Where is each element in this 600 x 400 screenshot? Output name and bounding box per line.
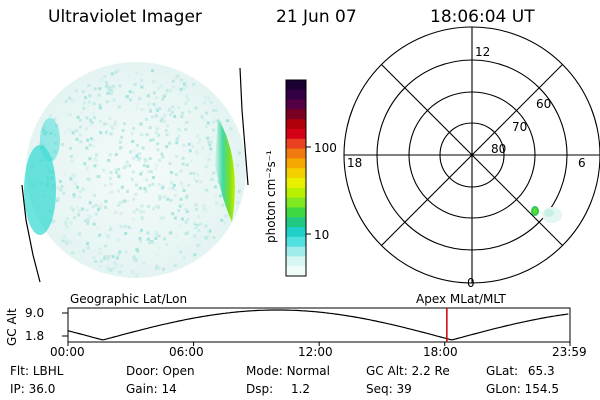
colorbar-band: [286, 246, 306, 257]
colorbar-band: [286, 227, 306, 238]
orbit-altitude-curve: [67, 309, 569, 341]
dsp-field: Dsp: 1.2: [246, 382, 310, 396]
colorbar-band: [286, 129, 306, 140]
mlt-label-6: 6: [578, 156, 586, 170]
orbit-right-title: Apex MLat/MLT: [416, 292, 506, 306]
orbit-y-tick-9: 9.0: [25, 306, 45, 320]
colorbar-band: [286, 217, 306, 228]
glon-field: GLon: 154.5: [486, 382, 559, 396]
colorbar-frame: [285, 79, 307, 277]
mlt-label-12: 12: [475, 45, 491, 59]
orbit-x-tick-3: 18:00: [423, 345, 458, 359]
colorbar-band: [286, 109, 306, 120]
uv-limb-glow-right: [215, 118, 235, 222]
uv-image: [21, 62, 249, 283]
dsp-label: Dsp:: [246, 382, 274, 396]
gcalt-label: GC Alt:: [366, 364, 408, 378]
terminator-line-left: [21, 184, 41, 283]
terminator-line-right: [239, 67, 249, 186]
polar-plot: [343, 26, 600, 284]
colorbar-band: [286, 148, 306, 159]
colorbar-band: [286, 80, 306, 91]
flt-label: Flt:: [10, 364, 29, 378]
orbit-x-tick-0: 00:00: [50, 345, 85, 359]
uv-dayside-left: [24, 145, 56, 235]
orbit-x-tick-1: 06:00: [169, 345, 204, 359]
colorbar-band: [286, 197, 306, 208]
ip-value: 36.0: [28, 382, 56, 396]
mode-value: Normal: [286, 364, 330, 378]
colorbar-band: [286, 138, 306, 150]
orbit-left-title: Geographic Lat/Lon: [70, 292, 188, 306]
ip-field: IP: 36.0: [10, 382, 55, 396]
colorbar-band: [286, 119, 306, 130]
colorbar-band: [286, 236, 306, 248]
polar-aurora: [531, 206, 562, 223]
colorbar-band: [286, 256, 306, 267]
colorbar-band: [286, 89, 306, 101]
colorbar-band: [286, 187, 306, 199]
glon-label: GLon:: [486, 382, 521, 396]
lat-label-60: 60: [536, 97, 552, 111]
glat-label: GLat:: [486, 364, 519, 378]
mode-field: Mode: Normal: [246, 364, 330, 378]
seq-value: 39: [396, 382, 412, 396]
polar-diagonal-2: [381, 64, 563, 246]
seq-field: Seq: 39: [366, 382, 412, 396]
colorbar-band: [286, 266, 306, 277]
colorbar-band: [286, 178, 306, 189]
door-label: Door:: [126, 364, 159, 378]
glat-field: GLat: 65.3: [486, 364, 555, 378]
uv-earth-disk: [26, 62, 246, 278]
orbit-x-tick-4: 23:59: [552, 345, 587, 359]
gcalt-value: 2.2 Re: [411, 364, 450, 378]
colorbar-gradient: [286, 80, 306, 277]
mlt-label-18: 18: [347, 156, 363, 170]
gain-value: 14: [161, 382, 177, 396]
glon-value: 154.5: [524, 382, 559, 396]
instrument-title: Ultraviolet Imager: [48, 7, 202, 27]
orbit-frame: [67, 307, 571, 343]
time-label: 18:06:04 UT: [430, 7, 535, 27]
dsp-value: 1.2: [290, 382, 311, 396]
gcalt-field: GC Alt: 2.2 Re: [366, 364, 450, 378]
orbit-x-tick-2: 12:00: [298, 345, 333, 359]
colorbar-band: [286, 99, 306, 110]
orbit-x-ticks: [67, 342, 571, 346]
colorbar-unit-label: photon cm⁻²s⁻¹: [264, 150, 278, 243]
gain-field: Gain: 14: [126, 382, 177, 396]
mlt-label-0: 0: [467, 276, 475, 290]
gain-label: Gain:: [126, 382, 158, 396]
colorbar-band: [286, 168, 306, 179]
door-field: Door: Open: [126, 364, 195, 378]
glat-value: 65.3: [527, 364, 555, 378]
lat-label-80: 80: [491, 142, 507, 156]
colorbar-band: [286, 207, 306, 218]
orbit-plot: [62, 307, 571, 346]
colorbar: [285, 79, 311, 277]
flt-value: LBHL: [32, 364, 64, 378]
colorbar-label-100: 100: [314, 141, 337, 155]
date-label: 21 Jun 07: [276, 7, 357, 27]
orbit-y-tick-1-8: 1.8: [25, 329, 45, 343]
door-value: Open: [162, 364, 195, 378]
seq-label: Seq:: [366, 382, 393, 396]
colorbar-band: [286, 158, 306, 169]
flt-field: Flt: LBHL: [10, 364, 63, 378]
lat-label-70: 70: [512, 120, 528, 134]
colorbar-label-10: 10: [314, 228, 330, 242]
ip-label: IP:: [10, 382, 25, 396]
mode-label: Mode:: [246, 364, 283, 378]
orbit-y-axis-label: GC Alt: [5, 308, 19, 346]
